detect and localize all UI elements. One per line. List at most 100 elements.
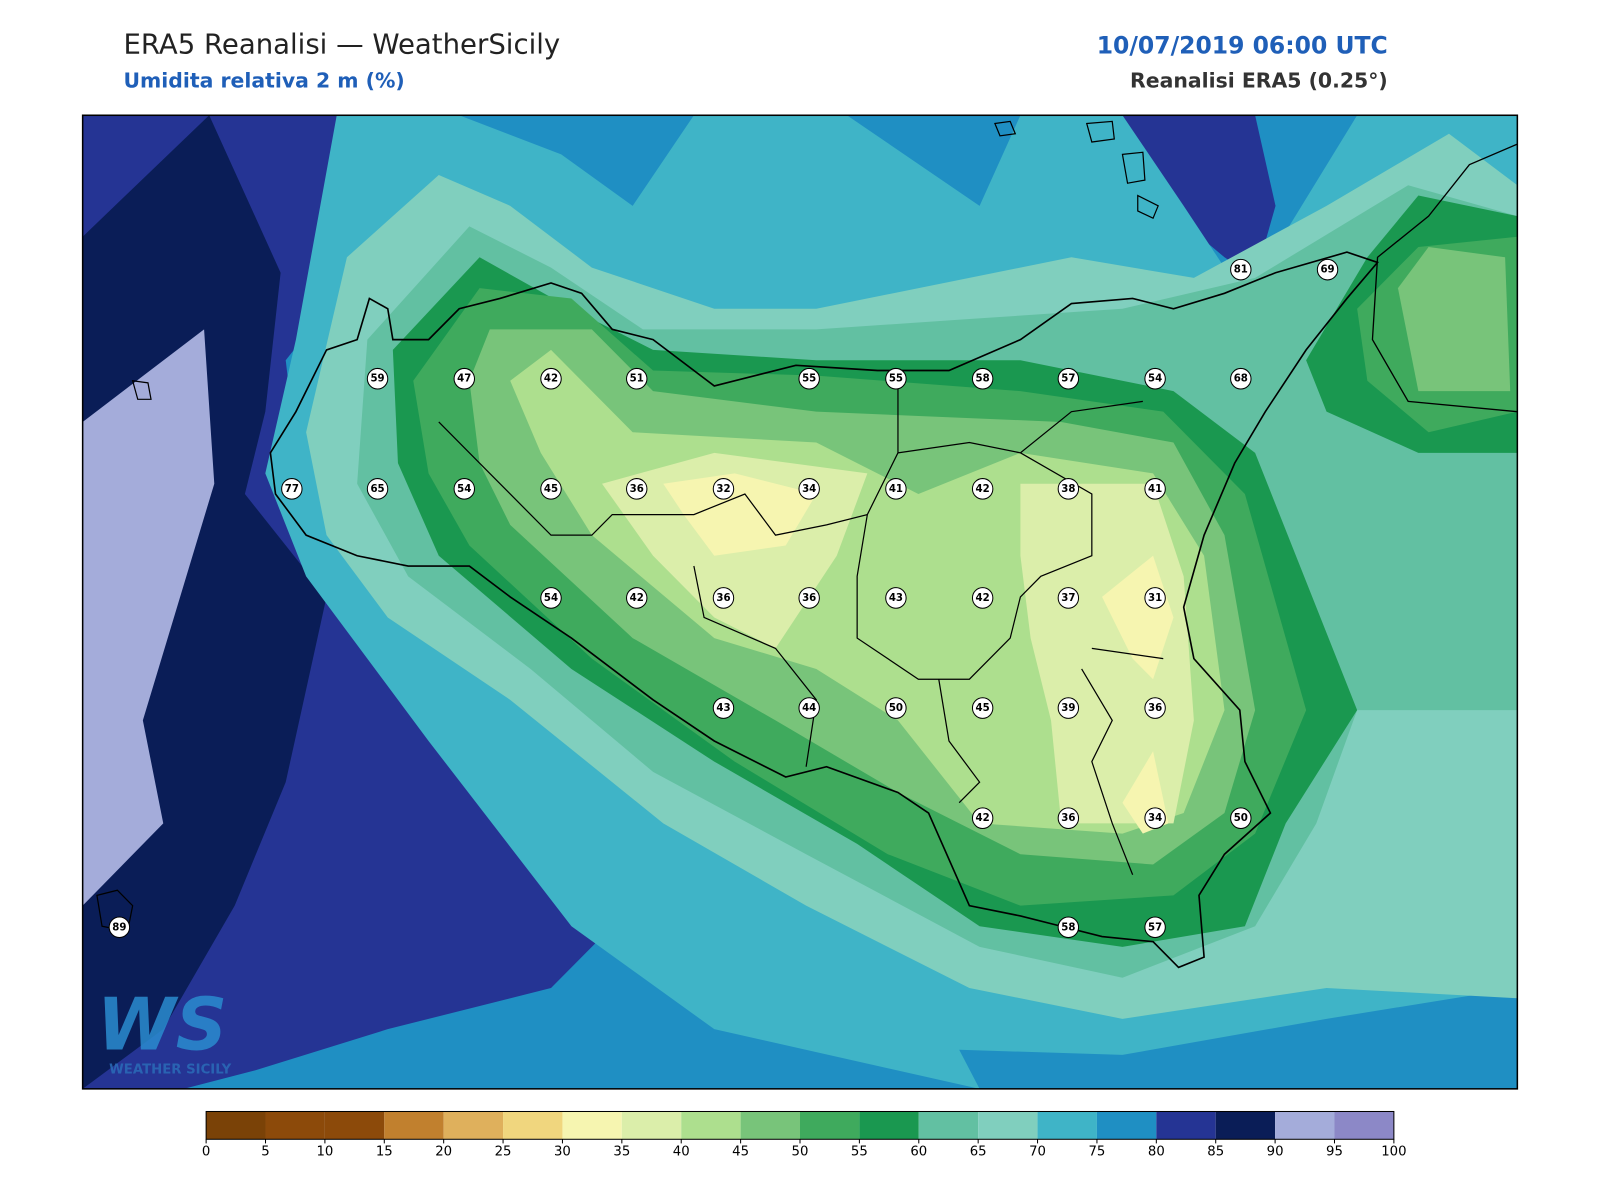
station: 36 — [798, 587, 820, 609]
contour-band — [1102, 555, 1174, 680]
station: 41 — [885, 478, 907, 500]
station: 43 — [712, 697, 735, 719]
station: 31 — [1144, 587, 1166, 609]
station-marker — [626, 587, 648, 609]
station: 54 — [453, 478, 475, 500]
station-value: 44 — [802, 702, 816, 714]
logo-mark: WS — [97, 982, 227, 1066]
station-value: 47 — [457, 373, 471, 385]
colorbar-swatch — [800, 1111, 860, 1140]
station-marker — [712, 697, 735, 719]
station: 43 — [885, 587, 907, 609]
station-value: 89 — [112, 921, 126, 933]
title: ERA5 Reanalisi — WeatherSicily — [123, 27, 560, 60]
station-value: 55 — [889, 373, 903, 385]
station-marker — [1230, 258, 1252, 281]
station-marker — [885, 367, 907, 390]
station-marker — [885, 697, 907, 719]
station: 36 — [1057, 807, 1080, 829]
province-borders — [438, 380, 1164, 876]
station-value: 41 — [1148, 483, 1162, 495]
colorbar-swatch — [562, 1111, 622, 1140]
station-value: 36 — [716, 592, 730, 604]
station-marker — [885, 587, 907, 609]
station-marker — [1057, 697, 1080, 719]
colorbar-tick-label: 20 — [435, 1145, 452, 1160]
station: 55 — [885, 367, 907, 390]
station: 57 — [1144, 916, 1166, 939]
colorbar-tick-label: 30 — [554, 1145, 571, 1160]
station: 42 — [971, 807, 994, 829]
stations: 59 47 42 51 55 55 58 57 54 68 77 65 54 45 36 32 34 41 42 38… — [108, 258, 1339, 939]
station-marker — [1057, 587, 1080, 609]
station: 89 — [108, 916, 131, 939]
colorbar-swatch — [265, 1111, 325, 1140]
station: 39 — [1057, 697, 1080, 719]
station-value: 58 — [976, 373, 990, 385]
station-value: 57 — [1061, 373, 1075, 385]
station: 36 — [1144, 697, 1166, 719]
station: 41 — [1144, 478, 1166, 500]
colorbar-tick-label: 60 — [910, 1145, 927, 1160]
station-marker — [281, 478, 303, 500]
calabria-coast — [1371, 143, 1518, 413]
station: 50 — [885, 697, 907, 719]
contour-band — [1397, 246, 1511, 392]
station-value: 50 — [1234, 812, 1248, 824]
colorbar-swatch — [503, 1111, 563, 1140]
station-value: 36 — [1061, 812, 1075, 824]
station-value: 42 — [630, 592, 644, 604]
station-marker — [1144, 478, 1166, 500]
colorbar-tick-label: 85 — [1207, 1145, 1224, 1160]
station-marker — [540, 587, 562, 609]
station-value: 38 — [1061, 483, 1075, 495]
station-value: 39 — [1061, 702, 1075, 714]
station-marker — [1144, 916, 1166, 939]
station-value: 55 — [802, 373, 816, 385]
station-value: 36 — [630, 483, 644, 495]
station: 34 — [1144, 807, 1166, 829]
station-value: 50 — [889, 702, 903, 714]
colorbar-swatch — [740, 1111, 800, 1140]
colorbar-swatch — [1334, 1111, 1394, 1140]
station-marker — [626, 478, 648, 500]
subtitle: Umidita relativa 2 m (%) — [123, 68, 404, 92]
station-value: 43 — [889, 592, 903, 604]
contour-band — [82, 115, 327, 1089]
station-value: 57 — [1148, 921, 1162, 933]
station: 42 — [971, 478, 994, 500]
station-value: 43 — [716, 702, 730, 714]
station-marker — [1057, 367, 1080, 390]
colorbar-swatch — [443, 1111, 504, 1140]
station: 44 — [798, 697, 820, 719]
station-marker — [540, 367, 562, 390]
station-value: 51 — [630, 373, 644, 385]
source: Reanalisi ERA5 (0.25°) — [1130, 68, 1388, 92]
station-value: 32 — [716, 483, 730, 495]
station: 32 — [712, 478, 735, 500]
station-value: 41 — [889, 483, 903, 495]
station-value: 37 — [1061, 592, 1075, 604]
colorbar: 0 5 10 15 20 25 30 35 40 45 50 55 60 65 70 75 80 85 90 95 10… — [202, 1110, 1407, 1160]
station-value: 59 — [370, 373, 384, 385]
colorbar-swatch — [621, 1111, 682, 1140]
station: 58 — [1057, 916, 1080, 939]
colorbar-tick-label: 10 — [316, 1145, 333, 1160]
station-value: 45 — [544, 483, 558, 495]
station-marker — [453, 478, 475, 500]
station-marker — [108, 916, 131, 939]
station-marker — [540, 478, 562, 500]
colorbar-tick-label: 35 — [613, 1145, 630, 1160]
station-value: 81 — [1234, 264, 1248, 276]
colorbar-tick-label: 25 — [495, 1145, 512, 1160]
colorbar-swatch — [384, 1111, 444, 1140]
station-marker — [1230, 367, 1252, 390]
colorbar-tick-label: 40 — [673, 1145, 690, 1160]
colorbar-swatch — [324, 1111, 385, 1140]
station-value: 77 — [285, 483, 299, 495]
station-marker — [971, 367, 994, 390]
colorbar-tick-label: 80 — [1148, 1145, 1165, 1160]
station-value: 34 — [802, 483, 816, 495]
station-value: 69 — [1320, 264, 1334, 276]
colorbar-tick-label: 50 — [792, 1145, 809, 1160]
